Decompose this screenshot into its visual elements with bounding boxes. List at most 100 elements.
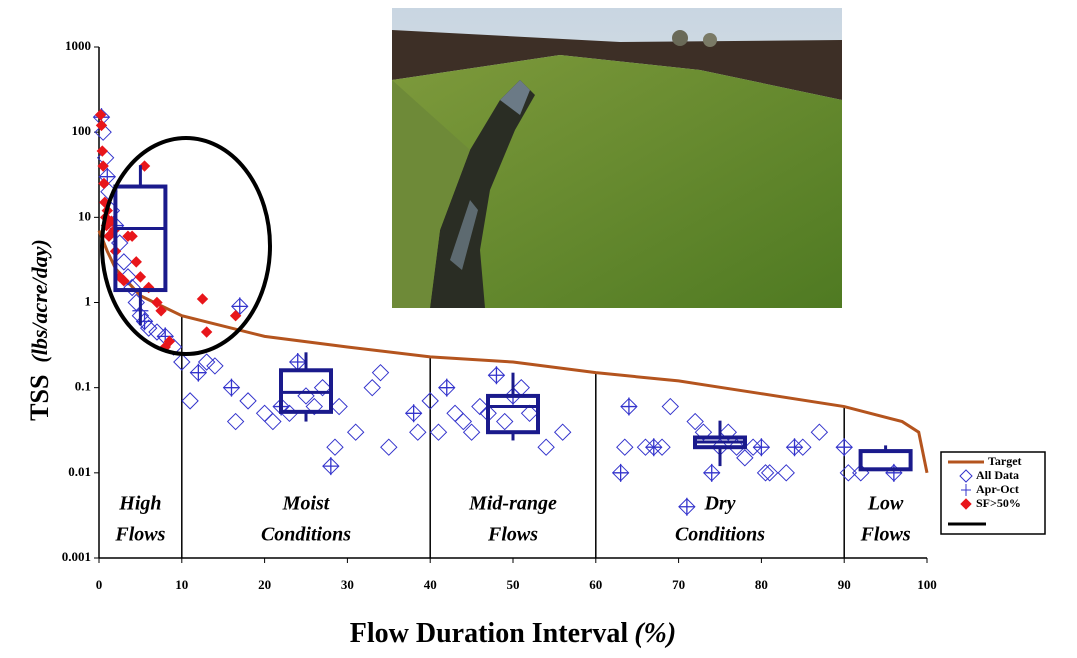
filled-diamond-marker — [130, 256, 142, 268]
filled-diamond-marker — [200, 326, 213, 338]
legend-swatch — [960, 498, 972, 510]
x-tick-label: 40 — [424, 577, 437, 592]
diamond-marker — [346, 423, 365, 441]
zone-label: Mid-range — [468, 493, 557, 515]
diamond-marker — [371, 363, 390, 382]
diamond-marker — [744, 438, 762, 456]
y-axis-label: TSS (lbs/acre/day) — [25, 239, 54, 421]
diamond-marker — [553, 423, 572, 441]
filled-diamond-marker — [94, 109, 107, 121]
diamond-marker — [239, 392, 257, 410]
diamond-marker — [264, 412, 282, 431]
diamond-marker — [653, 438, 671, 456]
diamond-marker — [686, 412, 704, 431]
x-tick-label: 30 — [341, 577, 354, 592]
box — [486, 393, 540, 435]
diamond-marker — [429, 423, 448, 441]
diamond-marker — [719, 423, 737, 441]
zone-label: Dry — [703, 493, 735, 515]
cross-marker — [488, 366, 505, 385]
diamond-marker — [454, 412, 473, 431]
x-tick-label: 10 — [175, 577, 188, 592]
diamond-marker — [380, 438, 398, 456]
zone-label: Low — [867, 493, 904, 515]
y-tick-label: 1 — [85, 293, 92, 308]
x-tick-label: 50 — [507, 577, 520, 592]
zone-label: Moist — [282, 493, 331, 515]
cross-marker — [289, 353, 306, 372]
box — [858, 449, 913, 472]
legend-swatch — [961, 484, 971, 496]
x-tick-label: 70 — [672, 577, 685, 592]
filled-diamond-marker — [98, 177, 110, 190]
zone-label: Conditions — [261, 524, 351, 546]
legend-label: Target — [988, 454, 1022, 468]
diamond-marker — [636, 438, 655, 456]
diamond-marker — [839, 464, 858, 482]
filled-diamond-marker — [163, 335, 176, 348]
diamond-marker — [777, 464, 795, 482]
cross-marker — [645, 438, 662, 457]
legend-swatch — [959, 469, 973, 483]
diamond-marker — [148, 323, 166, 341]
diamond-marker — [313, 378, 332, 397]
filled-diamond-marker — [95, 119, 108, 132]
cross-marker — [438, 378, 455, 397]
legend-label: SF>50% — [976, 496, 1021, 510]
diamond-marker — [206, 357, 224, 375]
x-tick-label: 60 — [589, 577, 602, 592]
cross-marker — [885, 463, 902, 482]
filled-diamond-marker — [118, 275, 130, 287]
x-tick-label: 100 — [917, 577, 937, 592]
diamond-marker — [94, 123, 112, 141]
diamond-marker — [181, 392, 199, 410]
diamond-marker — [512, 378, 530, 397]
box — [113, 184, 168, 293]
x-tick-label: 90 — [838, 577, 851, 592]
highlight-ellipse — [100, 136, 272, 356]
x-axis-label-unit: (%) — [634, 618, 676, 649]
diamond-marker — [496, 412, 514, 431]
x-tick-label: 20 — [258, 577, 271, 592]
x-axis-label-main: Flow Duration Interval — [350, 618, 629, 649]
y-axis-label-unit: (lbs/acre/day) — [27, 239, 52, 362]
x-tick-label: 80 — [755, 577, 768, 592]
diamond-marker — [471, 397, 489, 416]
filled-diamond-marker — [196, 293, 209, 305]
diamond-marker — [760, 464, 779, 482]
zone-label: Flows — [114, 524, 165, 546]
cross-marker — [836, 438, 853, 457]
diamond-marker — [255, 404, 274, 423]
x-tick-label: 0 — [96, 577, 103, 592]
diamond-marker — [123, 278, 141, 297]
diamond-marker — [661, 397, 680, 416]
cross-marker — [678, 497, 695, 516]
diamond-marker — [139, 319, 158, 337]
cross-marker — [620, 397, 637, 416]
diamond-marker — [462, 423, 481, 441]
y-tick-label: 0.1 — [75, 379, 91, 394]
filled-diamond-marker — [151, 296, 163, 309]
diamond-marker — [326, 438, 344, 456]
legend-label: Apr-Oct — [976, 482, 1019, 496]
diamond-marker — [226, 412, 245, 431]
diamond-marker — [409, 423, 427, 441]
diamond-marker — [727, 438, 746, 456]
cross-marker — [405, 404, 422, 423]
cross-marker — [322, 457, 339, 476]
diamond-marker — [520, 404, 539, 423]
diamond-marker — [446, 404, 464, 423]
photo — [392, 8, 842, 308]
cross-marker — [190, 363, 207, 382]
cross-marker — [231, 297, 248, 316]
y-tick-label: 0.001 — [62, 549, 91, 564]
cross-marker — [753, 438, 770, 457]
cross-marker — [612, 463, 629, 482]
filled-diamond-marker — [155, 305, 167, 317]
y-tick-label: 1000 — [65, 38, 91, 53]
y-tick-label: 10 — [78, 208, 91, 223]
diamond-marker — [537, 438, 555, 456]
diamond-marker — [694, 423, 713, 441]
diamond-marker — [305, 397, 323, 416]
